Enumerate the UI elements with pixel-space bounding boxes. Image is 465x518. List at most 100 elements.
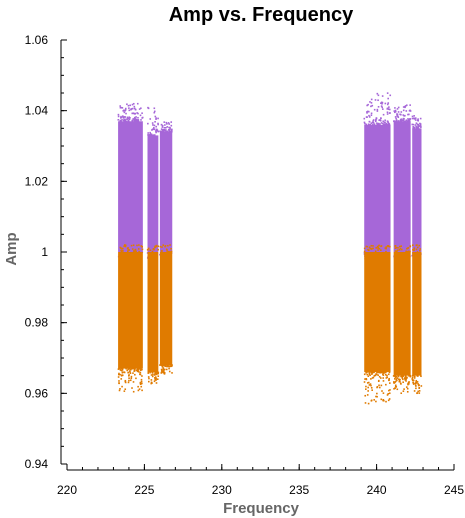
data-point [402,381,404,384]
data-point [374,119,377,122]
data-point [132,250,135,252]
data-point [130,244,133,247]
data-point [412,123,415,126]
data-point [401,377,404,379]
data-point [153,128,156,131]
data-point [400,392,403,395]
data-point [137,389,140,392]
data-point [368,246,371,249]
data-point [366,104,368,107]
data-point [150,134,152,137]
data-point [367,390,369,392]
data-point [153,110,156,113]
data-point [385,123,388,126]
data-point [141,382,143,385]
data-point [377,374,379,376]
data-point [159,130,162,133]
data-point [379,119,381,121]
data-point [170,129,173,132]
data-point [394,376,397,379]
data-point [164,245,166,248]
point-cloud-block [159,131,173,252]
data-point [365,123,368,126]
data-point [164,127,167,129]
data-point [419,248,422,250]
x-tick-label: 230 [212,483,232,497]
data-point [394,111,396,114]
data-point [380,384,383,387]
data-point [385,246,388,248]
data-point [373,108,376,111]
data-point [380,249,382,251]
data-point [378,371,380,374]
data-point [153,111,156,114]
data-point [401,376,403,378]
data-point [402,114,405,116]
data-point [162,244,165,246]
data-point [387,245,390,248]
data-point [124,109,127,111]
data-point [416,123,419,126]
data-point [169,244,171,246]
data-point [404,377,406,379]
data-point [416,251,419,253]
data-point [397,111,400,113]
data-point [406,247,408,250]
data-point [134,108,137,111]
data-point [402,106,405,108]
data-point [408,383,410,385]
data-point [132,381,135,383]
data-point [118,389,121,392]
data-point [153,107,156,110]
data-point [147,134,150,136]
data-point [374,374,377,377]
data-point [162,369,165,371]
x-tick-label: 225 [134,483,154,497]
data-point [132,112,135,115]
data-point [387,373,390,376]
data-point [403,388,405,390]
data-point [126,116,129,119]
data-point [405,250,407,253]
data-point [407,381,410,384]
data-point [382,399,385,402]
data-point [123,245,125,247]
data-point [376,110,379,112]
data-point [401,119,404,122]
data-point [132,102,135,105]
data-point [399,382,402,385]
data-point [415,125,418,128]
data-point [415,122,418,125]
data-point [124,381,127,384]
data-point [165,121,168,124]
data-point [411,376,414,379]
data-point [372,123,374,126]
data-point [161,371,164,373]
data-point [120,249,122,252]
data-point [394,385,397,387]
data-point [130,367,133,370]
data-point [128,379,130,382]
data-point [413,377,416,379]
data-point [129,368,131,371]
data-point [139,367,141,370]
data-point [164,365,167,368]
data-point [123,116,126,118]
data-point [378,384,380,387]
data-point [377,123,380,125]
data-point [386,113,389,115]
data-point [382,374,385,376]
data-point [155,117,157,119]
data-point [386,245,389,247]
data-point [382,113,385,116]
data-point [155,372,157,374]
data-point [388,377,390,380]
data-point [376,92,379,95]
data-point [139,382,142,384]
data-point [381,95,384,97]
data-point [135,369,138,372]
data-point [161,369,163,372]
data-point [408,113,410,116]
data-point [394,107,396,109]
data-point [170,121,173,123]
